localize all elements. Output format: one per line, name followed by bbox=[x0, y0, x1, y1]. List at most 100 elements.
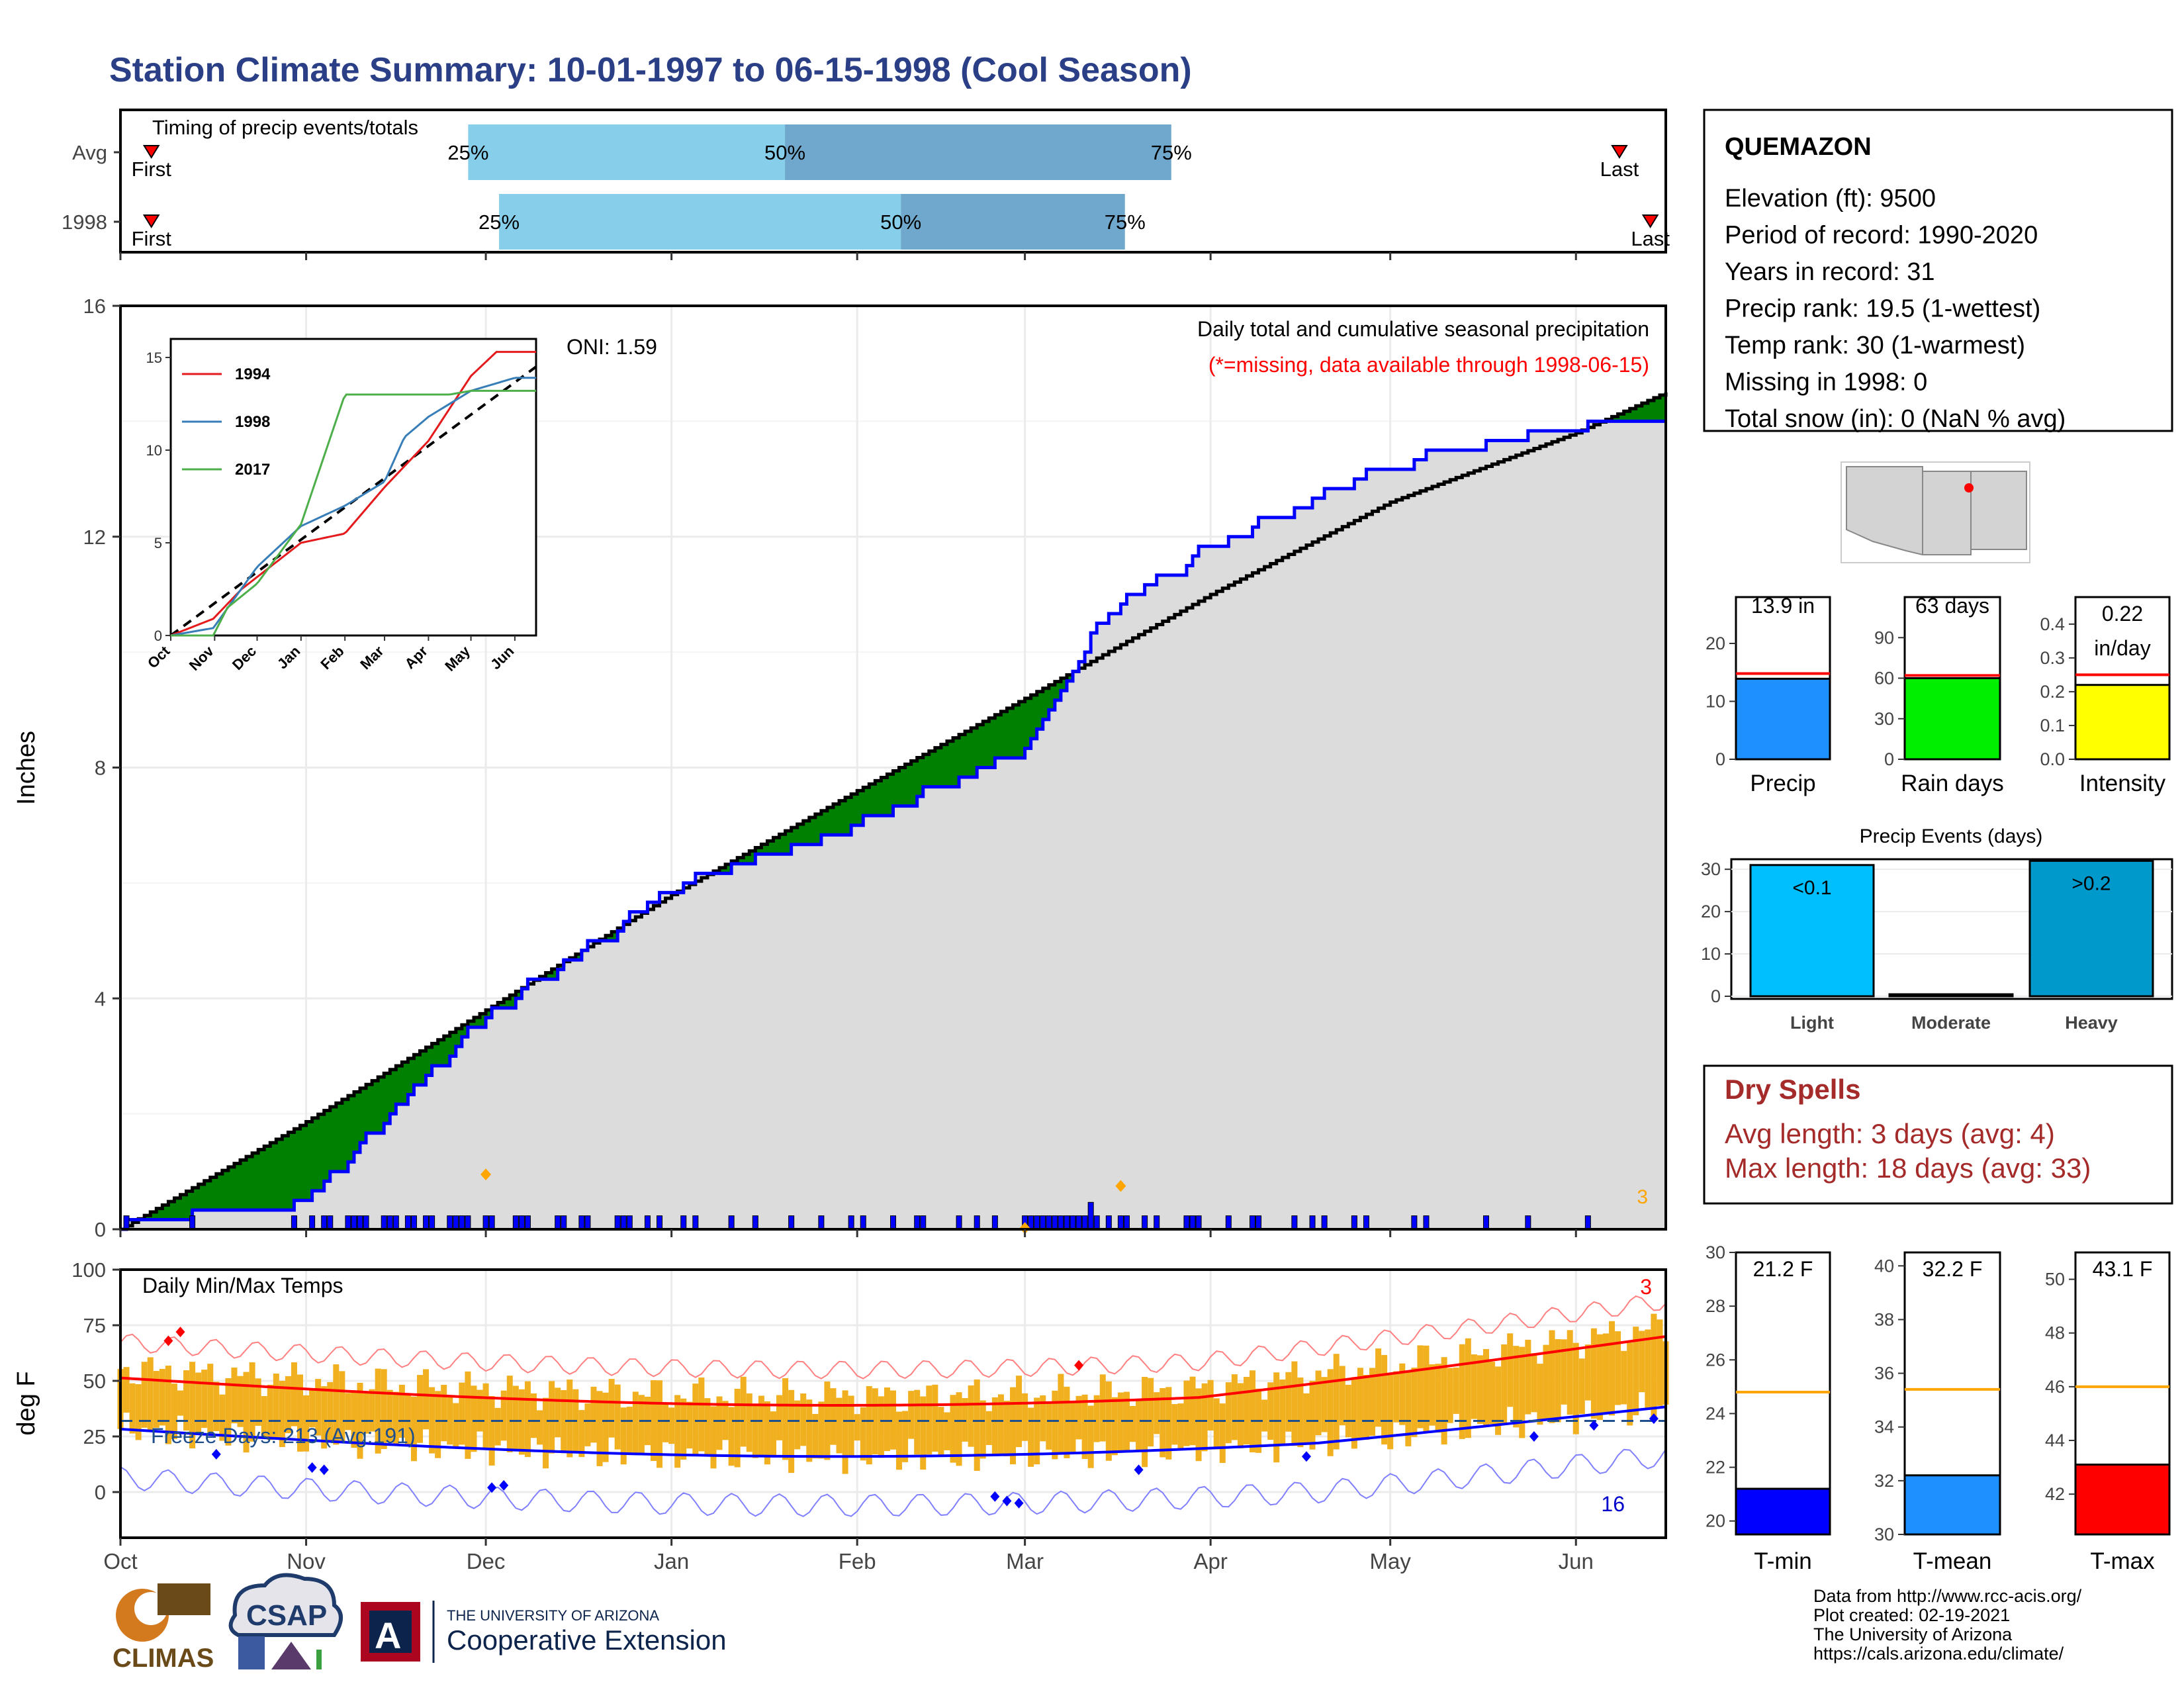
daily-temp-bar bbox=[776, 1395, 783, 1440]
daily-temp-bar bbox=[351, 1391, 357, 1448]
daily-precip-bar bbox=[1423, 1215, 1430, 1230]
timing-p75-label: 75% bbox=[1105, 211, 1146, 234]
station-info-line: Temp rank: 30 (1-warmest) bbox=[1725, 332, 2025, 359]
record-low-marker bbox=[1134, 1464, 1144, 1476]
daily-temp-bar bbox=[398, 1384, 405, 1438]
daily-temp-bar bbox=[944, 1412, 950, 1450]
record-min-line bbox=[120, 1448, 1666, 1517]
daily-precip-bar bbox=[345, 1215, 351, 1230]
last-event-label: Last bbox=[1631, 227, 1670, 250]
daily-temp-bar bbox=[614, 1384, 621, 1450]
daily-temp-bar bbox=[1561, 1339, 1567, 1405]
events-bar-label: <0.1 bbox=[1792, 877, 1831, 899]
station-info-line: Years in record: 31 bbox=[1725, 258, 1935, 286]
daily-temp-bar bbox=[1034, 1397, 1040, 1465]
mini-temp-tick-label: 48 bbox=[2045, 1323, 2065, 1343]
mini-precip-tick-label: 0.3 bbox=[2040, 648, 2065, 668]
daily-temp-bar bbox=[147, 1357, 154, 1431]
record-low-marker bbox=[307, 1462, 317, 1474]
ua-letter: A bbox=[375, 1615, 401, 1656]
daily-temp-bar bbox=[806, 1399, 813, 1462]
timing-q3-bar bbox=[901, 194, 1125, 250]
record-low-marker bbox=[990, 1491, 1000, 1502]
daily-temp-bar bbox=[518, 1389, 525, 1455]
timing-title: Timing of precip events/totals bbox=[152, 116, 418, 139]
daily-precip-bar bbox=[728, 1215, 735, 1230]
daily-temp-bar bbox=[979, 1400, 986, 1459]
daily-precip-bar bbox=[788, 1215, 795, 1230]
mini-precip-tick-label: 0.4 bbox=[2040, 614, 2065, 634]
mini-temp-tick-label: 36 bbox=[1874, 1364, 1894, 1383]
daily-precip-bar bbox=[404, 1215, 411, 1230]
temp-y-tick-label: 100 bbox=[71, 1258, 106, 1282]
daily-temp-bar bbox=[657, 1380, 663, 1468]
inset-y-tick-label: 10 bbox=[146, 442, 162, 459]
inset-y-tick-label: 5 bbox=[154, 535, 162, 551]
daily-temp-bar bbox=[1213, 1398, 1220, 1450]
daily-temp-bar bbox=[1117, 1392, 1124, 1451]
precip-caption: Daily total and cumulative seasonal prec… bbox=[1197, 317, 1649, 341]
daily-temp-bar bbox=[1351, 1377, 1357, 1449]
daily-temp-bar bbox=[698, 1377, 705, 1452]
daily-temp-bar bbox=[1357, 1368, 1363, 1439]
daily-temp-bar bbox=[219, 1394, 226, 1441]
daily-temp-bar bbox=[243, 1372, 250, 1453]
temp-y-tick-label: 50 bbox=[83, 1370, 106, 1393]
footer-line: https://cals.arizona.edu/climate/ bbox=[1813, 1644, 2064, 1664]
daily-temp-bar bbox=[1148, 1378, 1154, 1447]
daily-temp-bar bbox=[500, 1390, 507, 1441]
daily-temp-bar bbox=[327, 1382, 334, 1442]
daily-precip-bar bbox=[974, 1215, 980, 1230]
footer-credits: Data from http://www.rcc-acis.org/Plot c… bbox=[1813, 1586, 2082, 1664]
temp-y-tick-label: 75 bbox=[83, 1314, 106, 1337]
daily-precip-bar bbox=[351, 1215, 357, 1230]
daily-temp-bar bbox=[1417, 1345, 1424, 1429]
events-category-label: Moderate bbox=[1911, 1013, 1991, 1033]
daily-temp-bar bbox=[794, 1400, 801, 1450]
daily-temp-bar bbox=[1495, 1366, 1502, 1435]
precip-events-title: Precip Events (days) bbox=[1860, 825, 2043, 847]
daily-temp-bar bbox=[1453, 1367, 1459, 1414]
daily-precip-bar bbox=[1081, 1215, 1088, 1230]
daily-temp-bar bbox=[782, 1378, 789, 1460]
daily-temp-bar bbox=[1207, 1380, 1214, 1431]
daily-temp-bar bbox=[1375, 1348, 1382, 1427]
daily-precip-bar bbox=[1291, 1215, 1298, 1230]
mini-temp-tick-label: 22 bbox=[1706, 1458, 1725, 1477]
daily-temp-bar bbox=[549, 1381, 555, 1454]
daily-precip-bar bbox=[1064, 1215, 1070, 1230]
daily-temp-bar bbox=[1549, 1330, 1555, 1423]
csap-cactus bbox=[316, 1650, 322, 1669]
daily-temp-bar bbox=[237, 1376, 244, 1427]
events-tick-label: 20 bbox=[1701, 902, 1721, 921]
precip-y-tick-label: 8 bbox=[95, 757, 106, 780]
mini-precip-tick-label: 0.2 bbox=[2040, 682, 2065, 702]
record-low-marker bbox=[1649, 1413, 1659, 1425]
mini-precip-value: 63 days bbox=[1915, 594, 1989, 618]
avg-max-line bbox=[120, 1335, 1666, 1407]
daily-precip-bar bbox=[920, 1215, 927, 1230]
daily-temp-bar bbox=[141, 1362, 148, 1428]
daily-temp-bar bbox=[333, 1364, 340, 1445]
record-low-marker bbox=[1301, 1451, 1311, 1462]
last-event-marker bbox=[1641, 214, 1659, 228]
precip-panel: 0 4 8 12 16 Daily total and cumulative seaso… bbox=[13, 295, 1668, 1241]
daily-temp-bar bbox=[357, 1382, 363, 1459]
daily-temp-bar bbox=[1405, 1372, 1412, 1446]
daily-temp-bar bbox=[584, 1403, 591, 1446]
daily-precip-bar bbox=[1069, 1215, 1076, 1230]
daily-temp-bar bbox=[866, 1385, 872, 1465]
daily-temp-bar bbox=[441, 1384, 447, 1442]
daily-temp-bar bbox=[1345, 1384, 1351, 1438]
daily-temp-bar bbox=[1160, 1387, 1166, 1458]
daily-temp-bar bbox=[1482, 1348, 1489, 1427]
last-event-label: Last bbox=[1600, 158, 1639, 181]
station-info-line: Period of record: 1990-2020 bbox=[1725, 222, 2038, 250]
daily-temp-bar bbox=[410, 1396, 417, 1462]
daily-temp-bar bbox=[1471, 1354, 1477, 1419]
daily-temp-bar bbox=[1645, 1329, 1651, 1409]
daily-precip-bar bbox=[1123, 1215, 1130, 1230]
daily-temp-bar bbox=[1501, 1344, 1508, 1425]
daily-temp-bar bbox=[387, 1389, 393, 1442]
daily-temp-bar bbox=[506, 1376, 513, 1452]
